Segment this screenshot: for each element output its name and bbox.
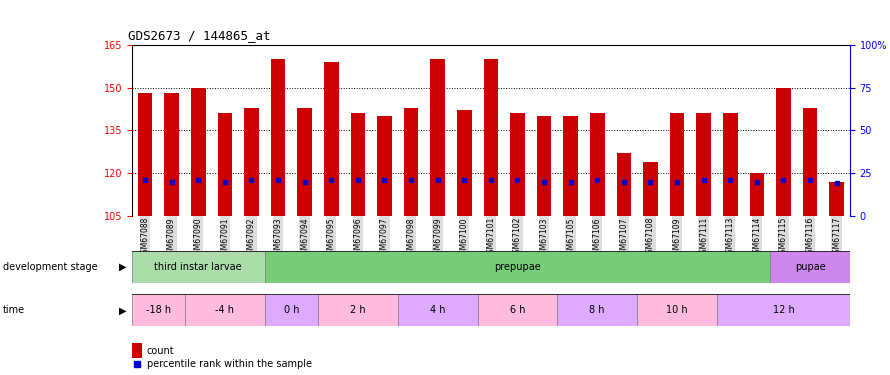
Text: development stage: development stage [3, 262, 97, 272]
Bar [431, 59, 445, 216]
Text: percentile rank within the sample: percentile rank within the sample [147, 359, 312, 369]
Text: ▶: ▶ [119, 305, 126, 315]
Bar [643, 162, 658, 216]
Bar [803, 108, 817, 216]
Text: -18 h: -18 h [146, 305, 171, 315]
Text: 12 h: 12 h [773, 305, 794, 315]
Bar [244, 108, 259, 216]
Text: 0 h: 0 h [284, 305, 299, 315]
Text: 10 h: 10 h [667, 305, 688, 315]
Text: 2 h: 2 h [350, 305, 366, 315]
Text: third instar larvae: third instar larvae [154, 262, 242, 272]
Bar [271, 59, 286, 216]
Bar [191, 88, 206, 216]
Bar [398, 294, 478, 326]
Text: GDS2673 / 144865_at: GDS2673 / 144865_at [128, 30, 271, 42]
Bar [723, 113, 738, 216]
Bar [717, 294, 850, 326]
Text: 8 h: 8 h [589, 305, 605, 315]
Text: 4 h: 4 h [430, 305, 445, 315]
Bar [483, 59, 498, 216]
Bar [557, 294, 637, 326]
Bar [324, 62, 338, 216]
Text: count: count [147, 346, 174, 355]
Bar [770, 251, 850, 283]
Bar [749, 173, 765, 216]
Bar [590, 113, 604, 216]
Bar [637, 294, 717, 326]
Bar [217, 113, 232, 216]
Bar [264, 294, 318, 326]
Bar [318, 294, 398, 326]
Bar [478, 294, 557, 326]
Text: pupae: pupae [795, 262, 825, 272]
Text: time: time [3, 305, 25, 315]
Bar [563, 116, 578, 216]
Bar [829, 182, 844, 216]
Text: prepupae: prepupae [494, 262, 541, 272]
Bar [165, 93, 179, 216]
Bar [132, 251, 264, 283]
Bar [138, 93, 152, 216]
Bar [457, 110, 472, 216]
Bar [510, 113, 525, 216]
Text: -4 h: -4 h [215, 305, 234, 315]
Bar [776, 88, 790, 216]
Bar [617, 153, 631, 216]
Bar [670, 113, 684, 216]
Bar [185, 294, 264, 326]
Bar [377, 116, 392, 216]
Bar [537, 116, 551, 216]
Text: 6 h: 6 h [510, 305, 525, 315]
Bar [351, 113, 365, 216]
Text: ▶: ▶ [119, 262, 126, 272]
Bar [264, 251, 770, 283]
Bar [696, 113, 711, 216]
Bar [404, 108, 418, 216]
Bar [132, 294, 185, 326]
Bar [297, 108, 311, 216]
